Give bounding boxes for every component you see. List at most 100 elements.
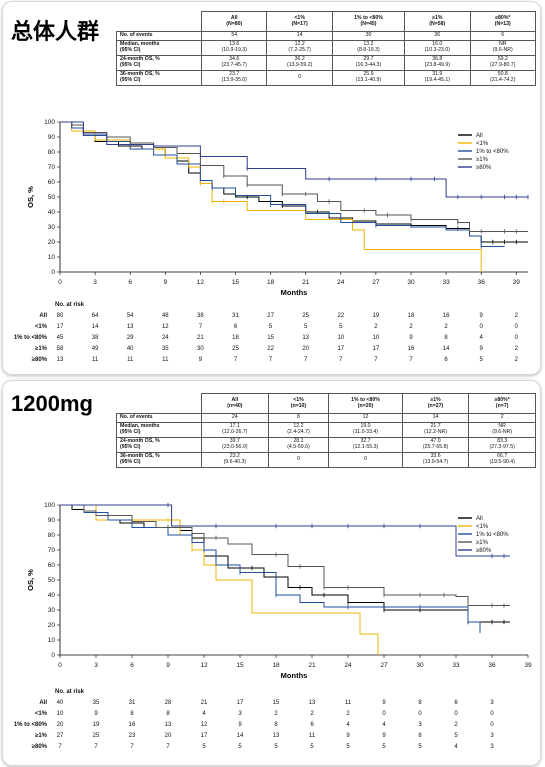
stats-col-header: 1% to <80% (n=20)	[328, 393, 403, 414]
stats-corner	[117, 394, 202, 414]
x-tick-label: 18	[272, 662, 280, 669]
y-tick-label: 10	[48, 637, 56, 644]
panel-title: 总体人群	[11, 19, 100, 44]
stats-cell: 33.6 (13.9-54.7)	[401, 451, 470, 468]
risk-cell: 2	[514, 313, 518, 319]
risk-cell: 2	[409, 324, 413, 330]
stats-cell: 14	[266, 31, 333, 41]
risk-cell: 5	[310, 744, 314, 750]
stats-row-label: Median, months (95% CI)	[116, 39, 202, 56]
y-tick-label: 50	[48, 577, 56, 584]
risk-cell: 2	[346, 711, 350, 717]
x-tick-label: 39	[513, 279, 521, 286]
stats-cell: 54	[200, 31, 268, 41]
y-tick-label: 100	[44, 502, 55, 509]
x-tick-label: 24	[344, 662, 352, 669]
risk-cell: 27	[56, 733, 64, 739]
risk-cell: 12	[200, 722, 208, 728]
series-line	[60, 504, 481, 631]
risk-row-label: All	[39, 700, 47, 706]
risk-cell: 17	[337, 346, 345, 352]
risk-cell: 2	[274, 711, 278, 717]
risk-row-label: ≥80%	[31, 357, 47, 363]
risk-cell: 0	[514, 335, 518, 341]
risk-cell: 13	[308, 700, 316, 706]
risk-cell: 64	[91, 313, 99, 319]
stats-row: No. of events 24 8 12 14 2	[116, 413, 536, 423]
y-tick-label: 30	[48, 607, 56, 614]
x-axis-label: Months	[281, 671, 308, 678]
risk-cell: 5	[202, 744, 206, 750]
risk-cell: 0	[382, 711, 386, 717]
x-tick-label: 21	[302, 279, 310, 286]
stats-cell: 66.7 (19.5-90.4)	[468, 451, 536, 468]
stats-corner	[117, 12, 202, 32]
risk-cell: 22	[337, 313, 345, 319]
risk-cell: 54	[126, 313, 134, 319]
y-tick-label: 60	[48, 562, 56, 569]
risk-cell: 13	[56, 357, 64, 363]
risk-cell: 8	[166, 711, 170, 717]
legend-label: ≥80%	[476, 548, 492, 554]
risk-cell: 22	[267, 346, 274, 352]
stats-row: 24-month OS, % (95% CI) 34.6 (23.7-45.7) 36.…	[116, 54, 536, 71]
risk-cell: 5	[268, 324, 273, 330]
risk-cell: 7	[339, 357, 343, 363]
legend-label: All	[476, 133, 483, 139]
x-tick-label: 39	[524, 662, 532, 669]
risk-cell: 4	[454, 744, 458, 750]
stats-row: 24-month OS, % (95% CI) 39.7 (23.0-56.0) 28.…	[116, 436, 536, 453]
risk-cell: 5	[454, 733, 458, 739]
risk-cell: 5	[304, 324, 308, 330]
x-tick-label: 24	[337, 279, 345, 286]
risk-cell: 0	[490, 711, 494, 717]
stats-row: Median, months (95% CI) 13.6 (10.9-19.3) 12.…	[116, 39, 536, 56]
x-axis-label: Months	[281, 288, 308, 295]
risk-cell: 0	[490, 722, 494, 728]
risk-cell: 16	[128, 722, 136, 728]
risk-cell: 35	[161, 346, 169, 352]
risk-cell: 3	[490, 700, 494, 706]
stats-cell: 8	[267, 413, 330, 423]
risk-cell: 2	[310, 711, 314, 717]
risk-cell: 5	[339, 324, 343, 330]
series-line	[60, 504, 379, 655]
x-tick-label: 30	[407, 279, 415, 286]
series-line	[60, 504, 510, 557]
risk-cell: 17	[200, 733, 208, 739]
stats-cell: 34.6 (23.7-45.7)	[200, 54, 268, 71]
stats-row-label: 24-month OS, % (95% CI)	[116, 436, 202, 453]
series-line	[60, 504, 510, 623]
risk-cell: 10	[372, 335, 380, 341]
risk-cell: 5	[238, 744, 242, 750]
stats-row: 36-month OS, % (95% CI) 23.2 (9.6-40.3) 0 0 33…	[116, 451, 536, 468]
risk-cell: 17	[372, 346, 380, 352]
stats-cell: 17.1 (12.0-26.7)	[201, 421, 269, 438]
y-tick-label: 60	[48, 179, 56, 186]
risk-cell: 8	[274, 722, 278, 728]
risk-cell: 16	[407, 346, 415, 352]
risk-cell: 17	[236, 700, 244, 706]
stats-cell: 14	[401, 413, 470, 423]
x-tick-label: 21	[308, 662, 316, 669]
y-tick-label: 10	[48, 254, 56, 261]
stats-row: 36-month OS, % (95% CI) 23.7 (13.9-35.0) 0 25…	[116, 69, 536, 86]
stats-cell: 21.7 (12.2-NR)	[401, 421, 470, 438]
risk-cell: 38	[197, 313, 204, 319]
stats-cell: 25.9 (13.1-40.9)	[331, 69, 406, 86]
risk-row-label: <1%	[34, 324, 47, 330]
x-tick-label: 6	[128, 279, 132, 286]
risk-cell: 35	[92, 700, 100, 706]
stats-cell: 59.2 (27.9-80.7)	[469, 54, 536, 71]
stats-cell: 50.8 (21.4-74.2)	[469, 69, 536, 86]
stats-cell: 13.6 (10.9-19.3)	[200, 39, 268, 56]
risk-cell: 3	[490, 733, 494, 739]
risk-cell: 7	[166, 744, 170, 750]
risk-cell: 5	[346, 744, 350, 750]
stats-row: Median, months (95% CI) 17.1 (12.0-26.7) 12.…	[116, 421, 536, 438]
risk-row-label: 1% to <80%	[13, 335, 47, 341]
risk-cell: 25	[92, 733, 100, 739]
risk-cell: 15	[272, 700, 280, 706]
risk-cell: 9	[346, 733, 350, 739]
risk-cell: 6	[454, 700, 458, 706]
